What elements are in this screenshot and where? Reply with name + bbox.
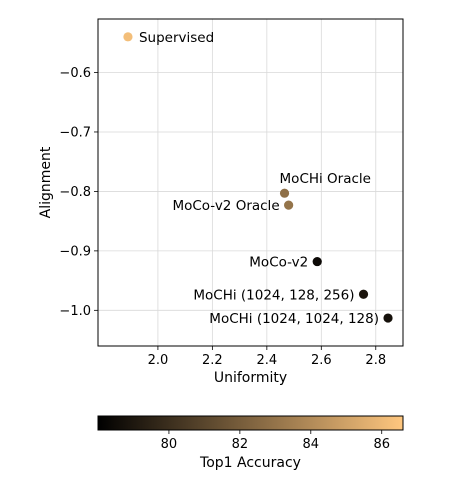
point-label: Supervised bbox=[139, 30, 214, 46]
colorbar-label: Top1 Accuracy bbox=[199, 455, 301, 471]
grid bbox=[98, 19, 403, 346]
data-points bbox=[123, 32, 393, 323]
x-tick-label: 2.0 bbox=[148, 353, 169, 368]
x-axis: 2.0 2.2 2.4 2.6 2.8 bbox=[148, 346, 386, 368]
data-point bbox=[312, 256, 322, 267]
y-tick-label: −0.7 bbox=[59, 125, 91, 140]
colorbar-tick-label: 86 bbox=[373, 437, 390, 452]
y-tick-label: −1.0 bbox=[59, 304, 91, 319]
point-label: MoCHi (1024, 128, 256) bbox=[193, 287, 354, 303]
data-point bbox=[123, 32, 133, 42]
x-tick-label: 2.4 bbox=[256, 353, 277, 368]
colorbar-ticks: 80 82 84 86 bbox=[161, 430, 390, 452]
colorbar-tick-label: 82 bbox=[232, 437, 249, 452]
data-point bbox=[383, 313, 393, 323]
y-tick-label: −0.8 bbox=[59, 185, 91, 200]
plot-area bbox=[97, 18, 404, 347]
colorbar-tick-label: 84 bbox=[303, 437, 320, 452]
y-axis-label: Alignment bbox=[38, 146, 54, 218]
x-tick-label: 2.6 bbox=[311, 353, 332, 368]
data-point bbox=[279, 188, 290, 198]
point-label: MoCo-v2 Oracle bbox=[172, 198, 279, 214]
point-label: MoCHi Oracle bbox=[280, 171, 371, 187]
point-label: MoCo-v2 bbox=[249, 255, 308, 271]
x-tick-label: 2.8 bbox=[365, 353, 386, 368]
x-axis-label: Uniformity bbox=[214, 370, 287, 386]
y-tick-label: −0.9 bbox=[59, 244, 91, 259]
data-point bbox=[284, 200, 294, 210]
colorbar-tick-label: 80 bbox=[161, 437, 178, 452]
y-tick-label: −0.6 bbox=[59, 66, 91, 81]
colorbar: 80 82 84 86 Top1 Accuracy bbox=[97, 415, 404, 471]
colorbar-gradient bbox=[97, 415, 404, 431]
point-label: MoCHi (1024, 1024, 128) bbox=[209, 311, 379, 327]
x-tick-label: 2.2 bbox=[202, 353, 223, 368]
data-point bbox=[358, 289, 369, 299]
y-axis: −0.6 −0.7 −0.8 −0.9 −1.0 bbox=[59, 66, 98, 319]
